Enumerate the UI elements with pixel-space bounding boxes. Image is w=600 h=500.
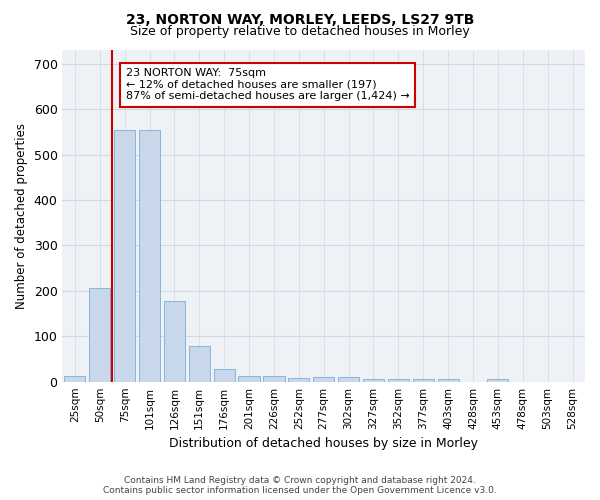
X-axis label: Distribution of detached houses by size in Morley: Distribution of detached houses by size … [169, 437, 478, 450]
Bar [338, 377, 359, 382]
Text: Contains HM Land Registry data © Crown copyright and database right 2024.
Contai: Contains HM Land Registry data © Crown c… [103, 476, 497, 495]
Text: 23, NORTON WAY, MORLEY, LEEDS, LS27 9TB: 23, NORTON WAY, MORLEY, LEEDS, LS27 9TB [126, 12, 474, 26]
Bar [189, 346, 210, 382]
Bar [64, 376, 85, 382]
Bar [437, 380, 459, 382]
Bar [263, 376, 284, 382]
Bar [214, 369, 235, 382]
Text: Size of property relative to detached houses in Morley: Size of property relative to detached ho… [130, 25, 470, 38]
Bar [363, 378, 384, 382]
Bar [413, 380, 434, 382]
Bar [487, 380, 508, 382]
Bar [139, 130, 160, 382]
Text: 23 NORTON WAY:  75sqm
← 12% of detached houses are smaller (197)
87% of semi-det: 23 NORTON WAY: 75sqm ← 12% of detached h… [126, 68, 410, 102]
Bar [313, 377, 334, 382]
Bar [89, 288, 110, 382]
Bar [288, 378, 310, 382]
Y-axis label: Number of detached properties: Number of detached properties [15, 123, 28, 309]
Bar [164, 301, 185, 382]
Bar [114, 130, 135, 382]
Bar [238, 376, 260, 382]
Bar [388, 380, 409, 382]
